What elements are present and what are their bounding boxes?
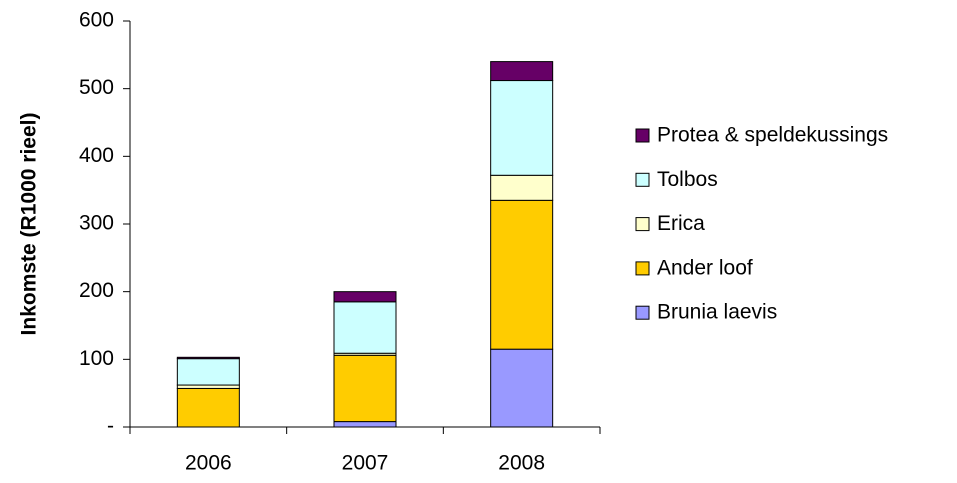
bar-segment bbox=[333, 291, 397, 303]
y-axis-label: Inkomste (R1000 rieel) bbox=[18, 113, 41, 336]
bar-segment bbox=[176, 358, 240, 386]
legend-label: Brunia laevis bbox=[657, 301, 777, 324]
legend-label: Tolbos bbox=[657, 168, 718, 191]
bar-segment bbox=[176, 356, 240, 360]
legend-swatch bbox=[635, 172, 650, 187]
bar-segment bbox=[333, 421, 397, 428]
bar-segment bbox=[333, 354, 397, 423]
bar-segment bbox=[176, 387, 240, 428]
bar-segment bbox=[490, 80, 554, 176]
bar-segment bbox=[176, 384, 240, 389]
bar-segment bbox=[490, 348, 554, 428]
legend-swatch bbox=[635, 305, 650, 320]
x-tick-label: 2006 bbox=[185, 452, 232, 475]
bar-segment bbox=[333, 301, 397, 354]
bar-segment bbox=[490, 199, 554, 350]
bar-segment bbox=[490, 61, 554, 82]
bar-segment bbox=[490, 174, 554, 201]
y-tick-label: - bbox=[107, 415, 114, 438]
legend-label: Ander loof bbox=[657, 256, 753, 279]
legend-swatch bbox=[635, 261, 650, 276]
y-tick-label: 400 bbox=[79, 144, 114, 167]
y-tick-label: 500 bbox=[79, 76, 114, 99]
x-tick-label: 2007 bbox=[342, 452, 389, 475]
x-tick-label: 2008 bbox=[498, 452, 545, 475]
y-tick-label: 600 bbox=[79, 9, 114, 32]
y-tick-label: 300 bbox=[79, 212, 114, 235]
y-tick-label: 200 bbox=[79, 279, 114, 302]
y-tick-label: 100 bbox=[79, 347, 114, 370]
legend-swatch bbox=[635, 128, 650, 143]
legend-label: Erica bbox=[657, 212, 705, 235]
legend-swatch bbox=[635, 217, 650, 232]
legend-label: Protea & speldekussings bbox=[657, 124, 888, 147]
